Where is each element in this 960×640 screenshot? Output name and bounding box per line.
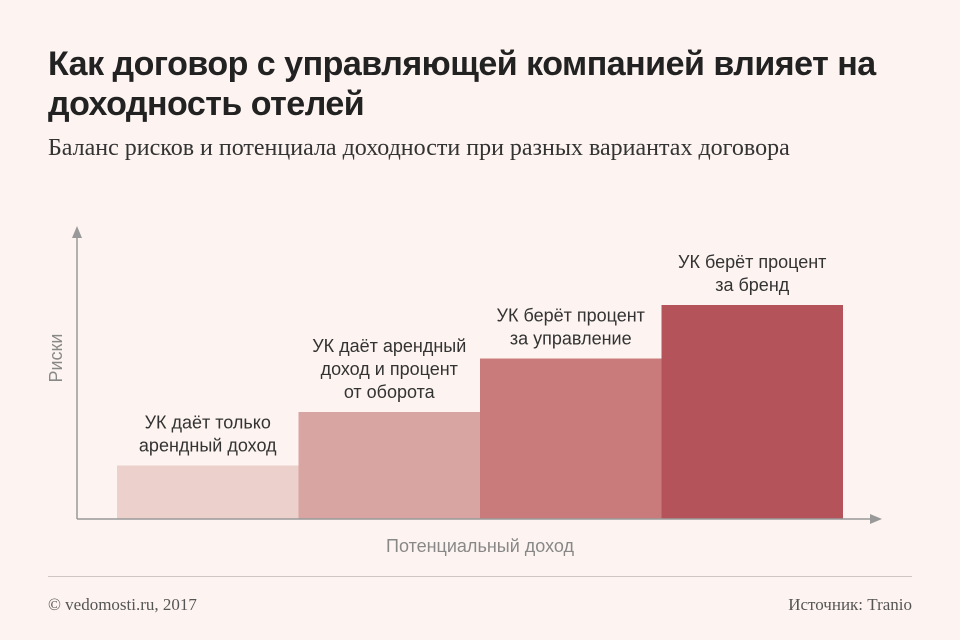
bar-label-4: УК берёт процент за бренд bbox=[678, 252, 826, 295]
bar-label-line: от оборота bbox=[344, 382, 436, 402]
bars-layer bbox=[117, 305, 843, 519]
bar-label-line: за бренд bbox=[715, 275, 790, 295]
bar-1 bbox=[117, 465, 299, 519]
bar-label-line: УК берёт процент bbox=[497, 306, 645, 326]
bar-label-line: арендный доход bbox=[139, 436, 277, 456]
bar-2 bbox=[298, 412, 480, 519]
bar-4 bbox=[661, 305, 843, 519]
bar-label-line: УК даёт только bbox=[145, 413, 271, 433]
bar-label-1: УК даёт только арендный доход bbox=[139, 413, 277, 456]
source-text: Источник: Tranio bbox=[788, 595, 912, 614]
y-axis-label: Риски bbox=[46, 334, 66, 383]
bar-label-line: доход и процент bbox=[321, 359, 458, 379]
bar-label-line: УК берёт процент bbox=[678, 252, 826, 272]
bar-chart: Риски Потенциальный доход УК даёт только… bbox=[46, 226, 882, 556]
labels-layer: УК даёт только арендный доход УК даёт арен… bbox=[139, 252, 827, 456]
bar-label-2: УК даёт арендный доход и процент от оборот… bbox=[312, 336, 466, 402]
axes-layer bbox=[72, 226, 882, 524]
copyright-text: © vedomosti.ru, 2017 bbox=[48, 595, 197, 614]
bar-label-line: за управление bbox=[510, 329, 632, 349]
chart-title: Как договор с управляющей компанией влия… bbox=[48, 45, 876, 123]
x-axis-label: Потенциальный доход bbox=[386, 536, 574, 556]
y-axis-arrow bbox=[72, 226, 82, 238]
chart-subtitle: Баланс рисков и потенциала доходности пр… bbox=[48, 135, 790, 161]
bar-label-3: УК берёт процент за управление bbox=[497, 306, 645, 349]
bar-3 bbox=[480, 358, 662, 519]
x-axis-arrow bbox=[870, 514, 882, 524]
bar-label-line: УК даёт арендный bbox=[312, 336, 466, 356]
footer-divider bbox=[48, 576, 912, 577]
